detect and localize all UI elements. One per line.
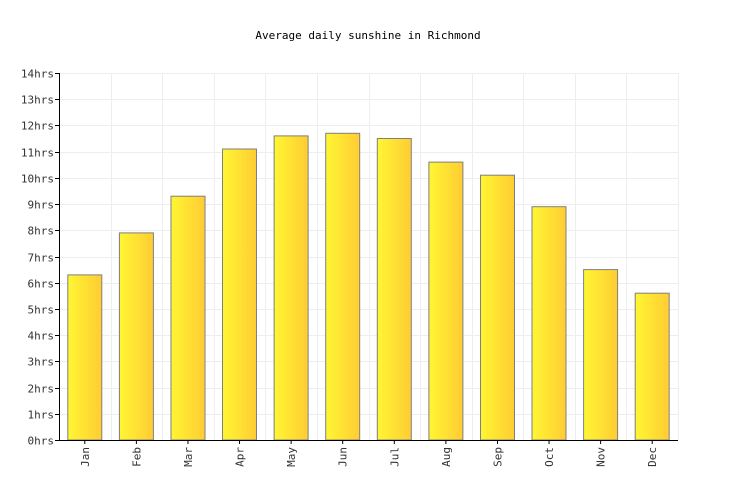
y-tick-label: 5hrs (28, 304, 55, 317)
y-tick-label: 0hrs (28, 435, 55, 448)
y-tick-label: 3hrs (28, 356, 55, 369)
bar-aug (428, 161, 464, 441)
x-tick-label-aug: Aug (440, 447, 453, 467)
bar-jul (376, 138, 412, 441)
y-tick-label: 7hrs (28, 252, 55, 265)
x-tick-label-jun: Jun (337, 447, 350, 467)
y-tick-label: 9hrs (28, 199, 55, 212)
chart-title: Average daily sunshine in Richmond (255, 29, 481, 42)
x-tick-label-mar: Mar (182, 447, 195, 467)
y-tick-label: 12hrs (21, 120, 54, 133)
bar-may (273, 135, 309, 441)
y-tick-label: 11hrs (21, 147, 54, 160)
y-tick-label: 14hrs (21, 68, 54, 81)
bar-sep (480, 174, 515, 441)
x-tick-label-apr: Apr (234, 447, 247, 467)
y-tick-label: 2hrs (28, 383, 55, 396)
bar-nov (583, 269, 619, 441)
bar-oct (531, 206, 567, 441)
y-tick-label: 8hrs (28, 225, 55, 238)
bar-feb (118, 232, 154, 441)
bar-dec (634, 292, 670, 441)
x-tick-label-nov: Nov (595, 447, 608, 467)
x-tick-label-sep: Sep (491, 447, 504, 467)
axes (55, 73, 678, 444)
bar-jun (325, 132, 361, 441)
bar-mar (170, 195, 206, 441)
bar-jan (67, 274, 103, 441)
y-tick-labels: 0hrs 1hrs 2hrs 3hrs 4hrs 5hrs 6hrs 7hrs 8hrs 9hrs… (21, 68, 54, 448)
y-tick-label: 10hrs (21, 173, 54, 186)
bars (67, 132, 670, 441)
y-tick-label: 6hrs (28, 278, 55, 291)
bar-apr (222, 148, 257, 441)
x-tick-label-may: May (285, 447, 298, 467)
y-tick-label: 4hrs (28, 330, 55, 343)
x-tick-label-dec: Dec (646, 447, 659, 467)
x-tick-label-jul: Jul (388, 447, 401, 467)
x-tick-labels: Jan Feb Mar Apr May Jun Jul Aug Sep Oct Nov Dec (79, 447, 659, 467)
y-tick-label: 1hrs (28, 409, 55, 422)
x-tick-label-oct: Oct (543, 447, 556, 467)
y-tick-label: 13hrs (21, 94, 54, 107)
x-tick-label-jan: Jan (79, 447, 92, 467)
x-tick-label-feb: Feb (130, 447, 143, 467)
